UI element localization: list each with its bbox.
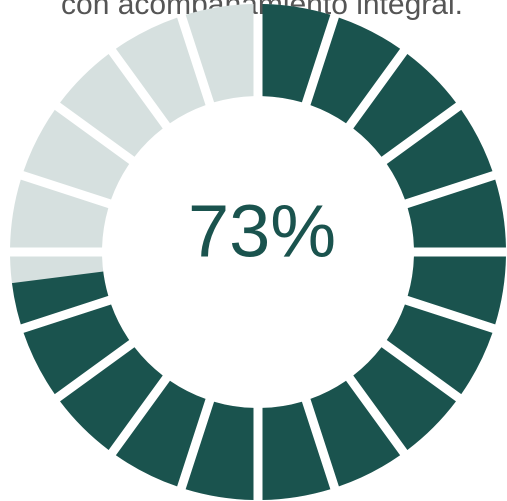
track-segment — [185, 4, 254, 103]
value-segment — [23, 304, 130, 395]
track-segment — [10, 179, 109, 248]
value-segment — [407, 256, 506, 325]
value-segment — [386, 109, 493, 200]
value-segment — [310, 380, 401, 487]
value-segment — [407, 179, 506, 248]
value-segment — [386, 304, 493, 395]
value-segment — [262, 401, 331, 500]
value-segment — [262, 4, 331, 103]
value-segment — [353, 347, 456, 450]
value-segment — [310, 17, 401, 124]
value-segment — [185, 401, 254, 500]
track-segment — [60, 54, 163, 157]
value-segment — [353, 54, 456, 157]
donut-ring — [10, 4, 506, 500]
caption: con acompañamiento integral. — [61, 0, 463, 21]
value-segment — [60, 347, 163, 450]
value-label: 73% — [188, 190, 336, 273]
track-segment — [115, 17, 206, 124]
value-segment — [115, 380, 206, 487]
track-segment — [23, 109, 130, 200]
